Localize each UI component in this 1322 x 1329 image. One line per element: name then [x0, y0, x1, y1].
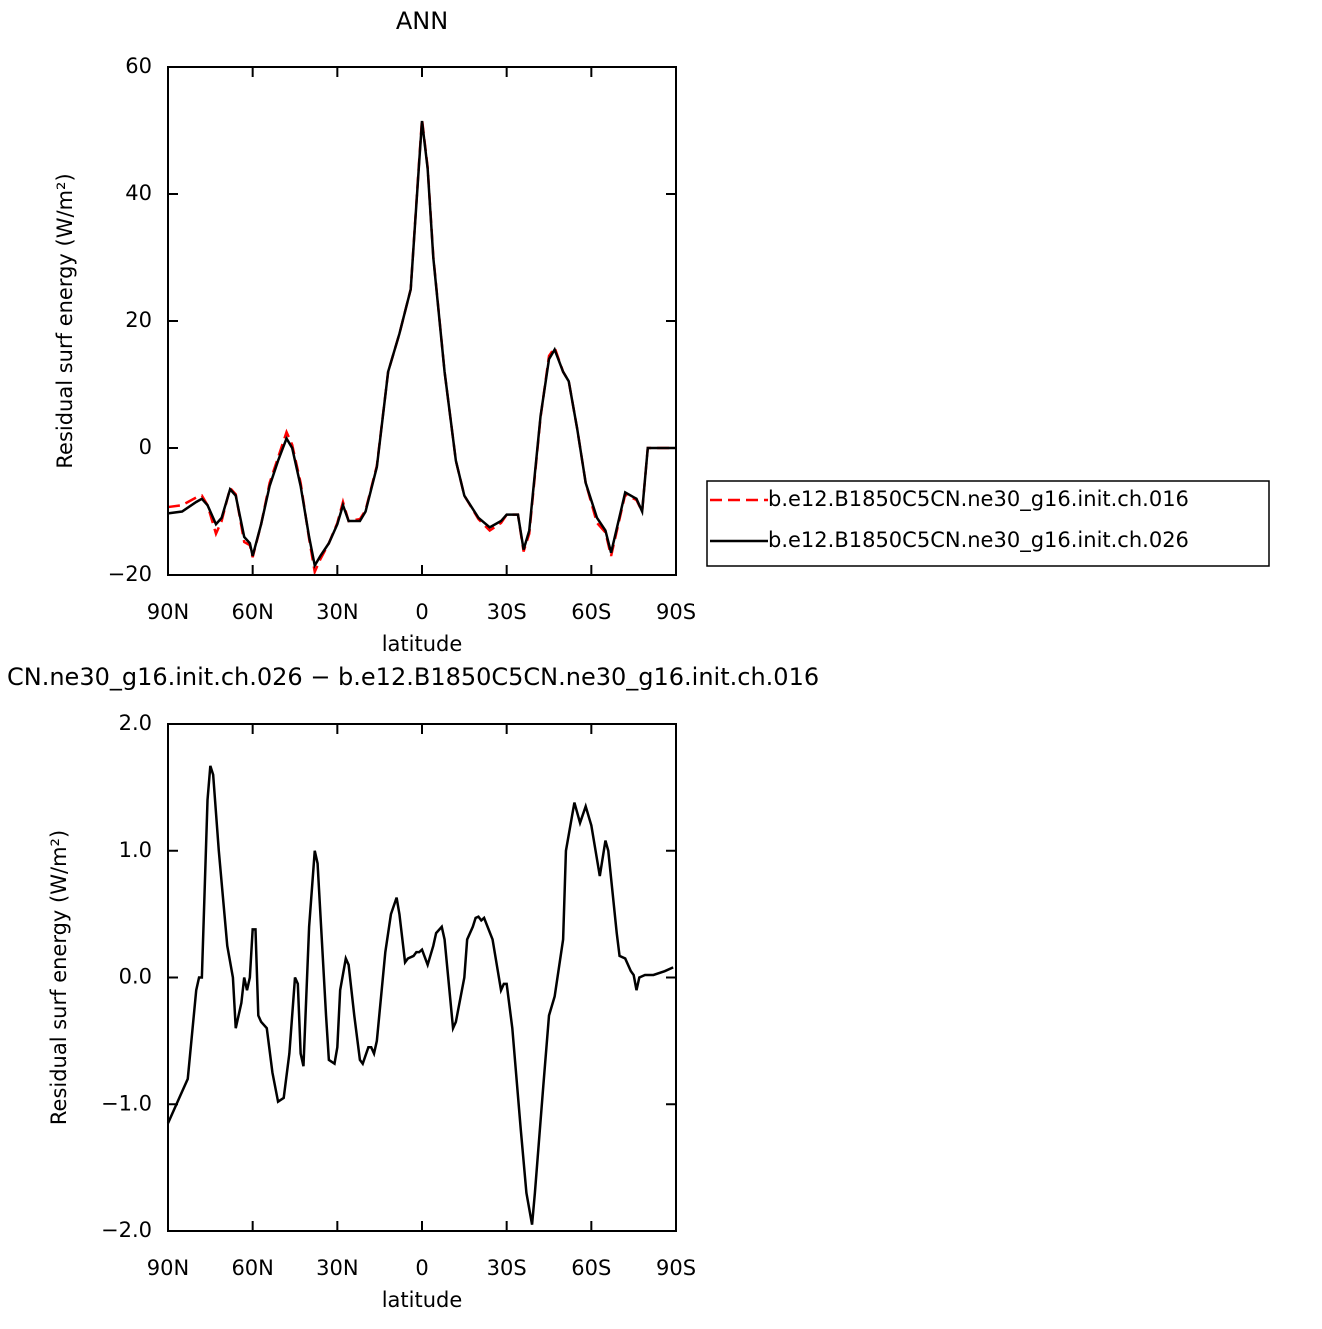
x-axis-label: latitude — [382, 632, 463, 656]
x-tick-label: 60N — [231, 1256, 273, 1280]
chart-title: CN.ne30_g16.init.ch.026 − b.e12.B1850C5C… — [7, 663, 819, 691]
x-tick-label: 30S — [487, 1256, 527, 1280]
legend-label: b.e12.B1850C5CN.ne30_g16.init.ch.026 — [768, 528, 1189, 553]
data-line — [167, 120, 676, 569]
x-tick-label: 90S — [656, 600, 696, 624]
x-tick-label: 90N — [147, 600, 189, 624]
x-axis-label: latitude — [382, 1288, 463, 1312]
x-tick-label: 60S — [571, 600, 611, 624]
x-tick-label: 90N — [147, 1256, 189, 1280]
x-tick-label: 30S — [487, 600, 527, 624]
y-tick-label: 2.0 — [119, 711, 152, 735]
chart-title: ANN — [396, 7, 448, 35]
y-tick-label: 0 — [139, 435, 152, 459]
x-tick-label: 0 — [415, 600, 428, 624]
y-axis-label: Residual surf energy (W/m²) — [47, 830, 71, 1125]
y-tick-label: −2.0 — [101, 1218, 152, 1242]
y-tick-label: 20 — [125, 308, 152, 332]
x-tick-label: 90S — [656, 1256, 696, 1280]
plot-frame — [167, 723, 677, 1232]
y-tick-label: 0.0 — [119, 965, 152, 989]
data-line — [166, 765, 674, 1225]
y-axis-label: Residual surf energy (W/m²) — [53, 173, 77, 468]
y-tick-label: 60 — [125, 54, 152, 78]
x-tick-label: 60S — [571, 1256, 611, 1280]
y-tick-label: 40 — [125, 181, 152, 205]
x-tick-label: 30N — [316, 1256, 358, 1280]
x-tick-label: 0 — [415, 1256, 428, 1280]
x-tick-label: 60N — [231, 600, 273, 624]
legend-box — [706, 480, 1270, 567]
x-tick-label: 30N — [316, 600, 358, 624]
legend-label: b.e12.B1850C5CN.ne30_g16.init.ch.016 — [768, 487, 1189, 512]
y-tick-label: −20 — [108, 562, 152, 586]
y-tick-label: −1.0 — [101, 1091, 152, 1115]
data-line — [167, 118, 676, 577]
y-tick-label: 1.0 — [119, 838, 152, 862]
plot-frame — [167, 66, 677, 576]
